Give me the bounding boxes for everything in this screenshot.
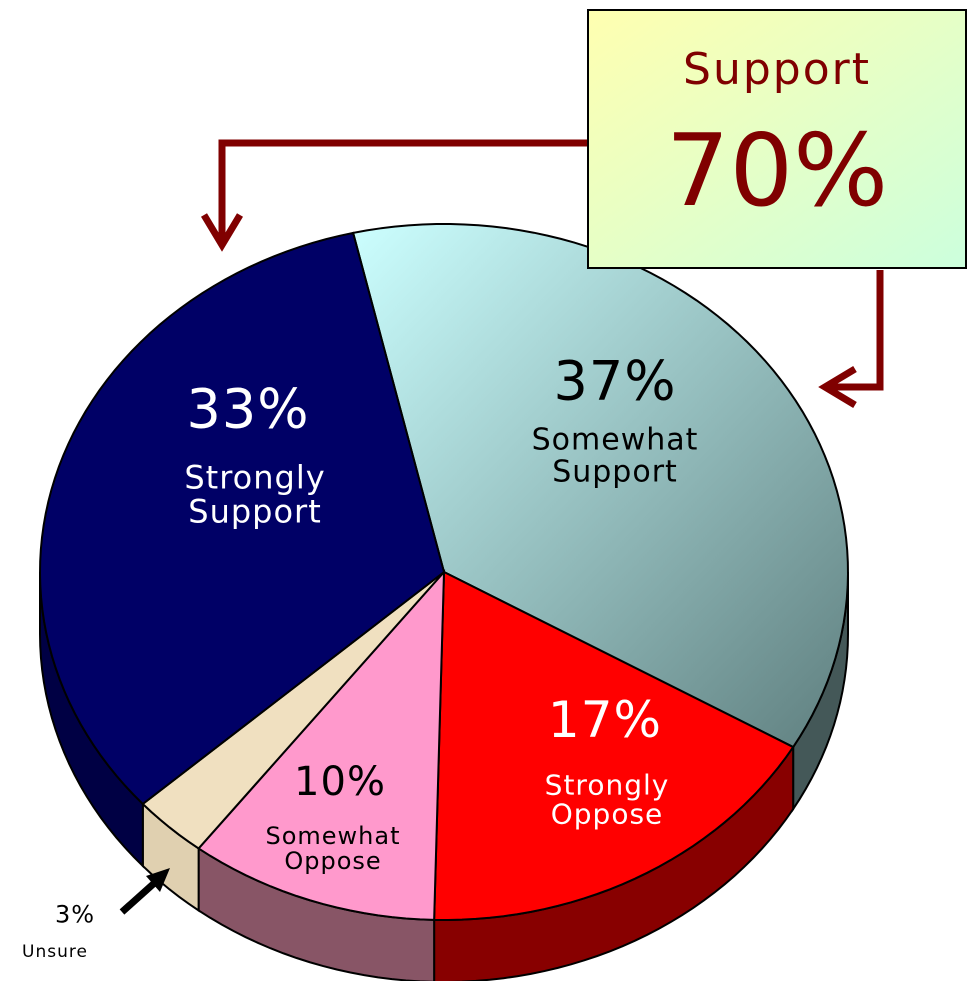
pie-slice bbox=[197, 569, 446, 921]
pie-slice bbox=[39, 231, 446, 806]
connectors bbox=[200, 139, 884, 409]
slice-category-label: Somewhat Oppose bbox=[265, 821, 401, 875]
slice-category-label: Somewhat Support bbox=[531, 422, 699, 489]
slice-category-label: Unsure bbox=[22, 942, 88, 963]
annotation-value: 70% bbox=[665, 112, 889, 229]
pie bbox=[39, 223, 849, 981]
annotation-title: Support bbox=[683, 44, 871, 95]
slice-value-label: 37% bbox=[553, 349, 677, 413]
slice-value-label: 10% bbox=[294, 759, 386, 805]
connector-left bbox=[218, 139, 590, 240]
connector-right bbox=[830, 270, 884, 391]
unsure-arrow bbox=[119, 868, 170, 915]
slice-value-label: 33% bbox=[186, 377, 310, 441]
arrowhead-right bbox=[818, 365, 857, 409]
arrowhead-left bbox=[200, 213, 244, 252]
slice-category-label: Strongly Support bbox=[184, 458, 326, 530]
annotation-box bbox=[587, 9, 967, 269]
slice-category-label: Strongly Oppose bbox=[544, 768, 670, 831]
pie-slice bbox=[433, 570, 795, 921]
pie-slice bbox=[141, 571, 445, 850]
slice-value-label: 3% bbox=[54, 900, 96, 929]
pie-slice bbox=[351, 223, 849, 749]
slice-value-label: 17% bbox=[547, 690, 663, 749]
